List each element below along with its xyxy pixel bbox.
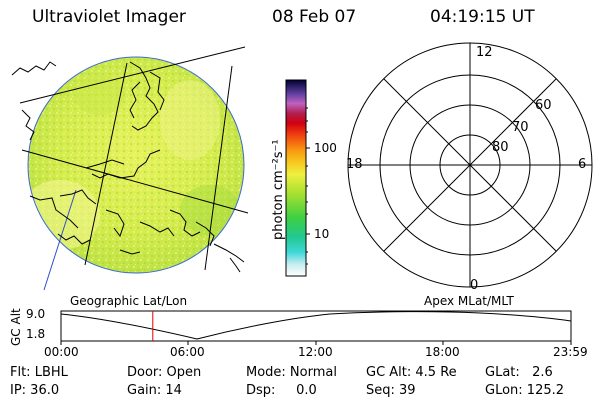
- altitude-ymin-label: 1.8: [26, 327, 46, 341]
- lat-label-60: 60: [535, 98, 552, 113]
- colorbar-tick-100: 100: [314, 141, 337, 155]
- mlt-label-12: 12: [476, 45, 493, 60]
- time-tick-label: 06:00: [170, 345, 205, 359]
- geographic-panel-label: Geographic Lat/Lon: [70, 294, 188, 308]
- filter-status: Flt: LBHL: [10, 365, 68, 380]
- coastlines: [11, 61, 245, 273]
- mode-status: Mode: Normal: [246, 365, 337, 380]
- glat-status: GLat: 2.6: [485, 365, 553, 380]
- time-axis-ticks: [60, 341, 572, 345]
- time-tick-label: 18:00: [425, 345, 460, 359]
- colorbar: [285, 79, 310, 277]
- limb-outline: [27, 56, 245, 274]
- time-tick-label: 00:00: [44, 345, 79, 359]
- terminator-line: [43, 189, 77, 291]
- colorbar-unit-label: photon cm⁻²s⁻¹: [271, 139, 286, 240]
- mlt-label-18: 18: [346, 157, 363, 172]
- lat-label-70: 70: [512, 120, 529, 135]
- ip-status: IP: 36.0: [10, 383, 60, 398]
- app-title: Ultraviolet Imager: [32, 7, 186, 27]
- polar-plot: [347, 42, 593, 288]
- time-tick-label: 23:59: [553, 345, 588, 359]
- date-label: 08 Feb 07: [272, 7, 357, 27]
- altitude-axis-label: GC Alt: [9, 308, 23, 346]
- altitude-plot: [60, 310, 572, 345]
- altitude-curve: [60, 311, 572, 340]
- time-tick-label: 12:00: [298, 345, 333, 359]
- gc-alt-status: GC Alt: 4.5 Re: [366, 365, 457, 380]
- mlt-label-0: 0: [470, 278, 479, 293]
- earth-image-disk: [27, 56, 245, 274]
- dsp-status: Dsp: 0.0: [246, 383, 317, 398]
- mlt-label-6: 6: [578, 157, 587, 172]
- seq-status: Seq: 39: [366, 383, 416, 398]
- glon-status: GLon: 125.2: [485, 383, 565, 398]
- door-status: Door: Open: [127, 365, 202, 380]
- time-label: 04:19:15 UT: [430, 7, 535, 27]
- altitude-ymax-label: 9.0: [26, 307, 46, 321]
- gain-status: Gain: 14: [127, 383, 182, 398]
- apex-panel-label: Apex MLat/MLT: [424, 294, 514, 308]
- geographic-grid: [19, 46, 249, 271]
- lat-label-80: 80: [492, 140, 509, 155]
- colorbar-tick-10: 10: [314, 227, 330, 241]
